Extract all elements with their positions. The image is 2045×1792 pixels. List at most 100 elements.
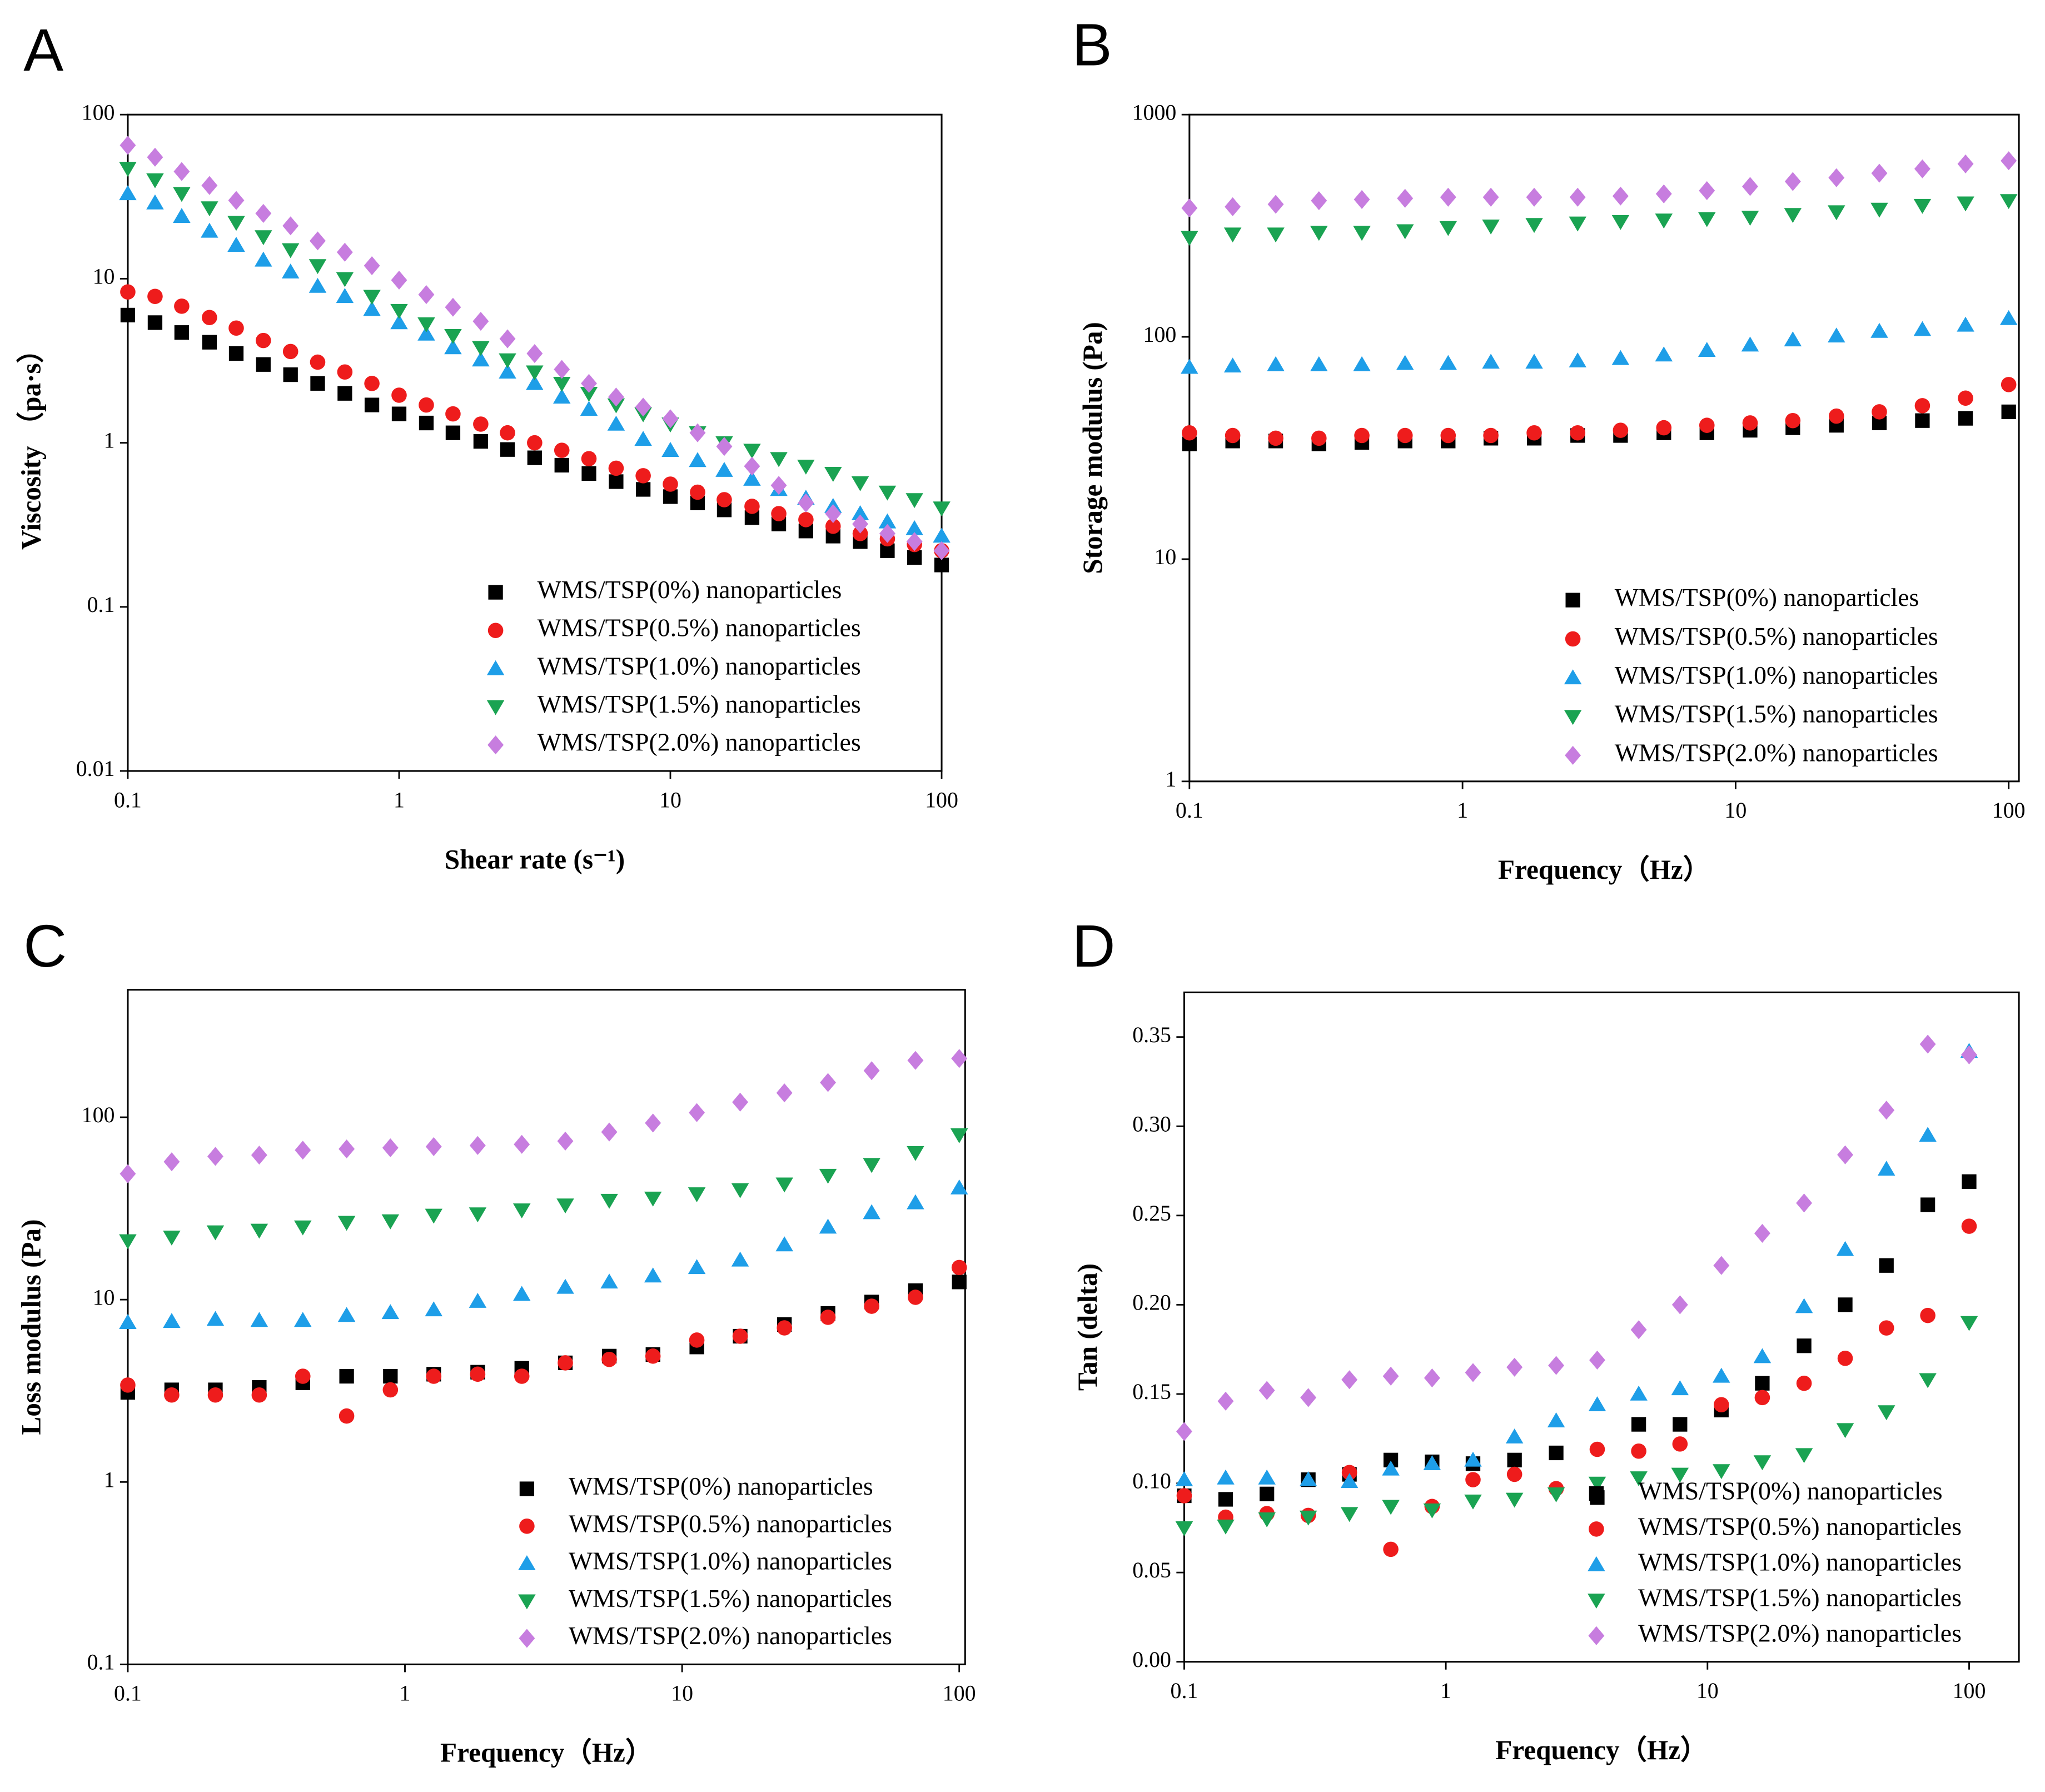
data-point	[499, 364, 516, 379]
data-point	[608, 460, 624, 476]
data-point	[1961, 1218, 1977, 1234]
data-point	[173, 187, 191, 202]
y-tick-label: 0.00	[1132, 1647, 1171, 1672]
data-point	[601, 1351, 617, 1367]
data-point	[339, 1139, 355, 1159]
data-point	[336, 242, 353, 262]
data-point	[952, 1275, 967, 1290]
data-point	[906, 532, 923, 551]
data-point	[1612, 186, 1629, 206]
x-tick-label: 1	[1440, 1678, 1451, 1703]
panel-letter: D	[1072, 912, 1116, 979]
data-point	[527, 435, 543, 451]
data-point	[1423, 1503, 1441, 1519]
x-tick-label: 100	[1992, 798, 2026, 823]
data-point	[146, 194, 164, 210]
data-point	[256, 332, 271, 349]
data-point	[878, 513, 897, 529]
data-point	[469, 1292, 487, 1308]
legend-marker	[488, 585, 503, 600]
x-tick-label: 1	[1457, 798, 1468, 823]
data-point	[1482, 219, 1500, 235]
data-point	[445, 406, 461, 422]
x-tick-label: 10	[659, 787, 681, 812]
data-point	[472, 341, 490, 356]
data-point	[228, 346, 244, 361]
data-point	[1795, 1448, 1813, 1464]
legend-label: WMS/TSP(0.5%) nanoparticles	[1638, 1512, 1962, 1540]
data-point	[527, 450, 542, 465]
data-point	[119, 1314, 137, 1329]
data-point	[819, 1218, 837, 1234]
data-point	[526, 344, 543, 364]
data-point	[282, 344, 298, 360]
x-tick-label: 0.1	[1176, 798, 1203, 823]
data-point	[933, 501, 951, 517]
data-point	[1836, 1423, 1854, 1438]
data-point	[293, 1312, 312, 1327]
legend-marker	[519, 1481, 535, 1496]
legend-marker	[1565, 745, 1581, 765]
data-point	[644, 1191, 662, 1207]
y-axis-label: Storage modulus (Pa)	[1077, 322, 1108, 574]
data-point	[1267, 356, 1285, 371]
data-point	[554, 442, 570, 458]
data-point	[851, 476, 869, 491]
data-point	[1353, 226, 1371, 241]
data-point	[1655, 213, 1673, 229]
y-tick-label: 10	[93, 264, 115, 289]
data-point	[1920, 1307, 1935, 1323]
data-point	[120, 284, 136, 300]
data-point	[310, 231, 326, 251]
data-point	[469, 1136, 486, 1155]
data-point	[1217, 1469, 1235, 1485]
data-point	[558, 1355, 573, 1371]
data-point	[445, 297, 461, 317]
data-point	[852, 526, 868, 541]
data-point	[1870, 202, 1888, 218]
data-point	[1671, 1295, 1688, 1315]
data-point	[1655, 346, 1673, 362]
data-point	[820, 1073, 836, 1092]
data-point	[1754, 1223, 1770, 1243]
data-point	[1919, 1127, 1937, 1142]
data-point	[120, 1377, 136, 1393]
data-point	[1960, 1316, 1978, 1331]
data-point	[1920, 1197, 1935, 1212]
y-tick-label: 0.15	[1132, 1379, 1171, 1404]
data-point	[514, 1134, 530, 1154]
data-point	[201, 201, 218, 217]
data-point	[770, 452, 788, 467]
data-point	[1175, 1471, 1193, 1486]
data-point	[390, 314, 408, 330]
data-point	[878, 485, 897, 501]
data-point	[744, 456, 760, 476]
data-point	[1310, 356, 1328, 371]
data-point	[644, 1267, 662, 1283]
data-point	[1181, 198, 1198, 218]
data-point	[1341, 1370, 1358, 1390]
data-point	[1784, 208, 1802, 223]
data-point	[1698, 212, 1716, 227]
data-point	[580, 386, 598, 402]
x-tick-label: 0.1	[114, 1681, 142, 1706]
data-point	[1828, 168, 1845, 187]
data-point	[689, 423, 706, 442]
data-point	[472, 312, 489, 331]
data-point	[1957, 316, 1974, 332]
data-point	[227, 237, 245, 252]
data-point	[1258, 1512, 1276, 1527]
data-point	[776, 1083, 793, 1103]
data-point	[1784, 172, 1801, 191]
data-point	[1630, 1471, 1648, 1487]
data-point	[1465, 1472, 1481, 1487]
data-point	[255, 230, 272, 246]
data-point	[553, 377, 571, 392]
data-point	[1754, 1390, 1770, 1406]
data-point	[1879, 1258, 1894, 1273]
data-point	[1828, 205, 1845, 221]
data-point	[1341, 1465, 1357, 1481]
data-point	[1655, 184, 1672, 203]
data-point	[1961, 1045, 1977, 1064]
